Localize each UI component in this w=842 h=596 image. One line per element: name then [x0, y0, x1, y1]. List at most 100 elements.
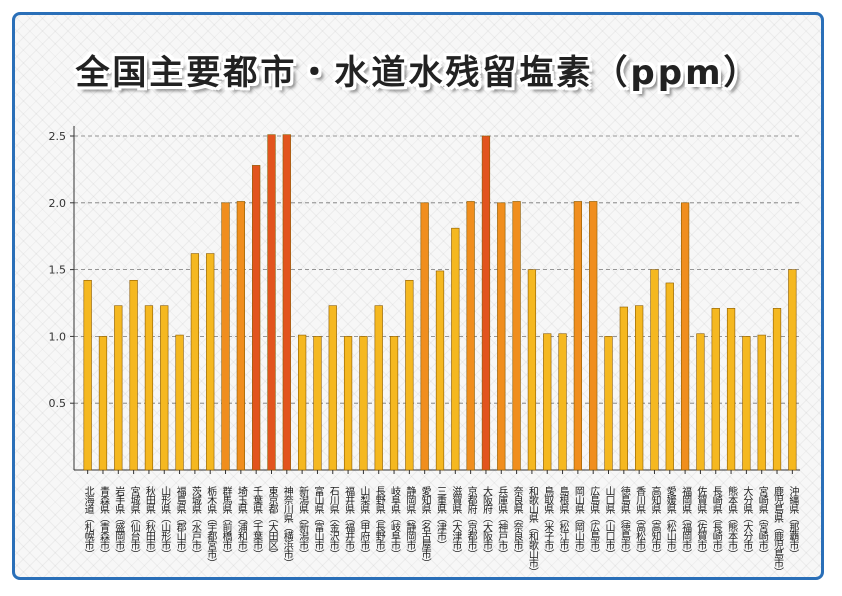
- bar: [160, 305, 169, 471]
- bar: [466, 201, 475, 471]
- bar: [650, 269, 659, 471]
- y-tick-label: 2.5: [49, 130, 67, 143]
- category-label: 鹿児島県（鹿児島市）: [772, 485, 784, 576]
- bar: [757, 334, 766, 471]
- category-label: 岐阜県（岐阜市）: [389, 485, 401, 558]
- bar: [282, 134, 291, 471]
- category-label: 熊本県（熊本市）: [726, 485, 738, 558]
- bar: [221, 202, 230, 471]
- bar: [604, 336, 613, 471]
- category-label: 鳥取県（米子市）: [542, 485, 554, 558]
- bar: [190, 253, 200, 471]
- category-label: 青森県（青森市）: [97, 485, 109, 558]
- bar: [589, 201, 598, 471]
- chart-title: 全国主要都市・水道水残留塩素（ppm）: [75, 53, 761, 93]
- category-label: 福岡県（福岡市）: [680, 485, 692, 558]
- bar: [435, 270, 445, 471]
- bar: [543, 333, 552, 471]
- bar: [297, 334, 307, 471]
- bar: [726, 308, 736, 471]
- category-label: 秋田県（秋田市）: [143, 485, 155, 558]
- bar: [206, 253, 215, 471]
- category-label: 静岡県（静岡市）: [404, 485, 416, 558]
- category-label: 福島県（郡山市）: [174, 485, 186, 558]
- bar: [772, 308, 782, 471]
- bar: [788, 269, 797, 471]
- y-tick-label: 1.0: [49, 330, 67, 343]
- bar: [451, 227, 460, 471]
- category-label: 富山県（富山市）: [312, 485, 324, 558]
- bar: [635, 305, 644, 471]
- bar: [665, 282, 674, 471]
- bar: [680, 202, 690, 471]
- bar: [481, 135, 491, 471]
- bar: [573, 201, 583, 471]
- category-label: 福井県（福井市）: [343, 485, 355, 558]
- category-label: 宮崎県（宮崎市）: [756, 485, 768, 558]
- bar: [328, 305, 337, 471]
- category-label: 奈良県（奈良市）: [511, 485, 523, 558]
- bar: [497, 202, 506, 471]
- category-label: 高知県（高知市）: [649, 485, 661, 558]
- category-label: 佐賀県（佐賀市）: [695, 486, 707, 558]
- category-label: 徳島県（徳島市）: [618, 485, 630, 558]
- bar: [98, 336, 108, 471]
- category-label: 群馬県（前橋市）: [220, 485, 232, 558]
- category-label: 長崎県（長崎市）: [710, 486, 722, 558]
- bar: [420, 202, 429, 471]
- category-label: 愛媛県（松山市）: [664, 485, 676, 558]
- category-label: 広島県（広島市）: [588, 485, 600, 558]
- category-label: 京都府（京都市）: [465, 485, 477, 558]
- bar: [114, 305, 123, 471]
- bar: [83, 279, 92, 471]
- bar: [359, 336, 368, 471]
- category-label: 山形県（山形市）: [159, 486, 171, 558]
- bar: [527, 269, 537, 471]
- y-tick-label: 1.5: [49, 264, 67, 277]
- category-label: 北海道（札幌市）: [82, 486, 94, 558]
- bar: [711, 308, 720, 471]
- category-label: 滋賀県（大津市）: [450, 485, 462, 558]
- category-label: 大阪府（大阪市）: [480, 485, 492, 558]
- category-label: 新潟県（新潟市）: [297, 485, 309, 558]
- bar: [619, 306, 628, 471]
- category-label: 石川県（金沢市）: [327, 486, 339, 558]
- category-label: 山梨県（甲府市）: [358, 486, 370, 558]
- category-label: 兵庫県（神戸市）: [496, 485, 508, 558]
- category-label: 東京都（大田区）: [266, 485, 278, 558]
- bar: [405, 279, 414, 471]
- bar: [343, 336, 353, 471]
- category-label: 三重県（津市）: [435, 486, 447, 549]
- category-label: 山口県（山口市）: [603, 486, 615, 558]
- category-label: 岩手県（盛岡市）: [113, 485, 125, 558]
- category-label: 埼玉県（浦和市）: [235, 485, 247, 558]
- bar: [742, 336, 751, 471]
- category-label: 神奈川県（横浜市）: [281, 485, 293, 567]
- bar: [512, 201, 521, 471]
- bar: [144, 305, 154, 471]
- y-tick-label: 0.5: [49, 397, 67, 410]
- category-label: 愛知県（名古屋市）: [419, 485, 431, 567]
- category-label: 沖縄県（那覇市）: [787, 485, 799, 558]
- bar: [558, 333, 567, 471]
- bar: [313, 336, 322, 471]
- bar: [267, 134, 276, 471]
- bar: [252, 165, 261, 471]
- category-label: 宮城県（仙台市）: [128, 485, 140, 558]
- category-label: 長野県（長野市）: [373, 486, 385, 558]
- category-label: 島根県（松江市）: [557, 485, 569, 558]
- bar: [696, 333, 705, 471]
- category-label: 茨城県（水戸市）: [189, 485, 201, 558]
- bar: [129, 279, 138, 471]
- bar: [236, 201, 245, 471]
- y-tick-label: 2.0: [49, 197, 67, 210]
- category-label: 千葉県（千葉市）: [251, 486, 263, 558]
- bar: [389, 336, 399, 471]
- category-label: 香川県（高松市）: [634, 486, 646, 558]
- category-label: 栃木県（宇都宮市）: [205, 485, 217, 567]
- category-label: 和歌山県（和歌山市）: [526, 486, 538, 576]
- bar: [374, 305, 383, 471]
- category-label: 岡山県（岡山市）: [572, 486, 584, 558]
- bar: [175, 334, 184, 471]
